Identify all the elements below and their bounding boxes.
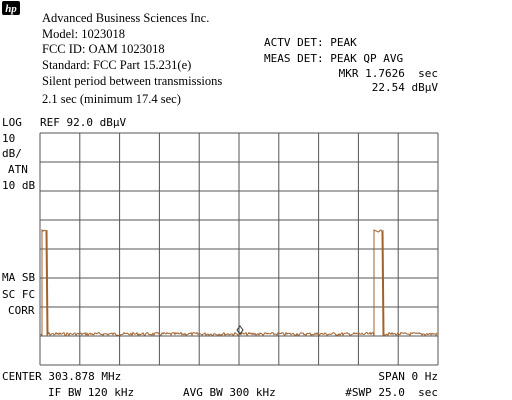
center-frequency: CENTER 303.878 MHz — [2, 370, 121, 383]
measure-detector: MEAS DET: PEAK QP AVG — [264, 52, 403, 65]
header-line: Standard: FCC Part 15.231(e) — [42, 58, 191, 72]
graticule — [39, 132, 439, 366]
correction-line: CORR — [8, 304, 35, 317]
marker — [236, 325, 244, 335]
scale-line: 10 dB — [2, 179, 35, 192]
header-line: Advanced Business Sciences Inc. — [42, 11, 209, 25]
header-line: FCC ID: OAM 1023018 — [42, 42, 165, 56]
header-line: Model: 1023018 — [42, 27, 125, 41]
trace — [40, 228, 438, 337]
avg-bandwidth: AVG BW 300 kHz — [183, 386, 276, 399]
status: ACTV DET: PEAK MEAS DET: PEAK QP AVG MKR… — [2, 36, 438, 399]
logo: hp — [5, 3, 17, 15]
scale-line: ATN — [8, 163, 28, 176]
header-line: Silent period between transmissions — [42, 74, 222, 88]
marker-level: 22.54 dBμV — [372, 81, 439, 94]
scale-line: dB/ — [2, 147, 22, 160]
header-line: 2.1 sec (minimum 17.4 sec) — [42, 92, 181, 106]
logo-box — [2, 1, 20, 15]
header: Advanced Business Sciences Inc. Model: 1… — [42, 11, 222, 106]
scale-line: 10 — [2, 132, 15, 145]
reference-level: REF 92.0 dBμV — [40, 116, 126, 129]
scale-mode: LOG — [2, 116, 22, 129]
sweep-time: #SWP 25.0 sec — [345, 386, 438, 399]
if-bandwidth: IF BW 120 kHz — [48, 386, 134, 399]
correction-line: SC FC — [2, 288, 35, 301]
detector: ACTV DET: PEAK — [264, 36, 357, 49]
marker-time: MKR 1.7626 sec — [339, 67, 438, 80]
span: SPAN 0 Hz — [378, 370, 438, 383]
correction-line: MA SB — [2, 271, 35, 284]
